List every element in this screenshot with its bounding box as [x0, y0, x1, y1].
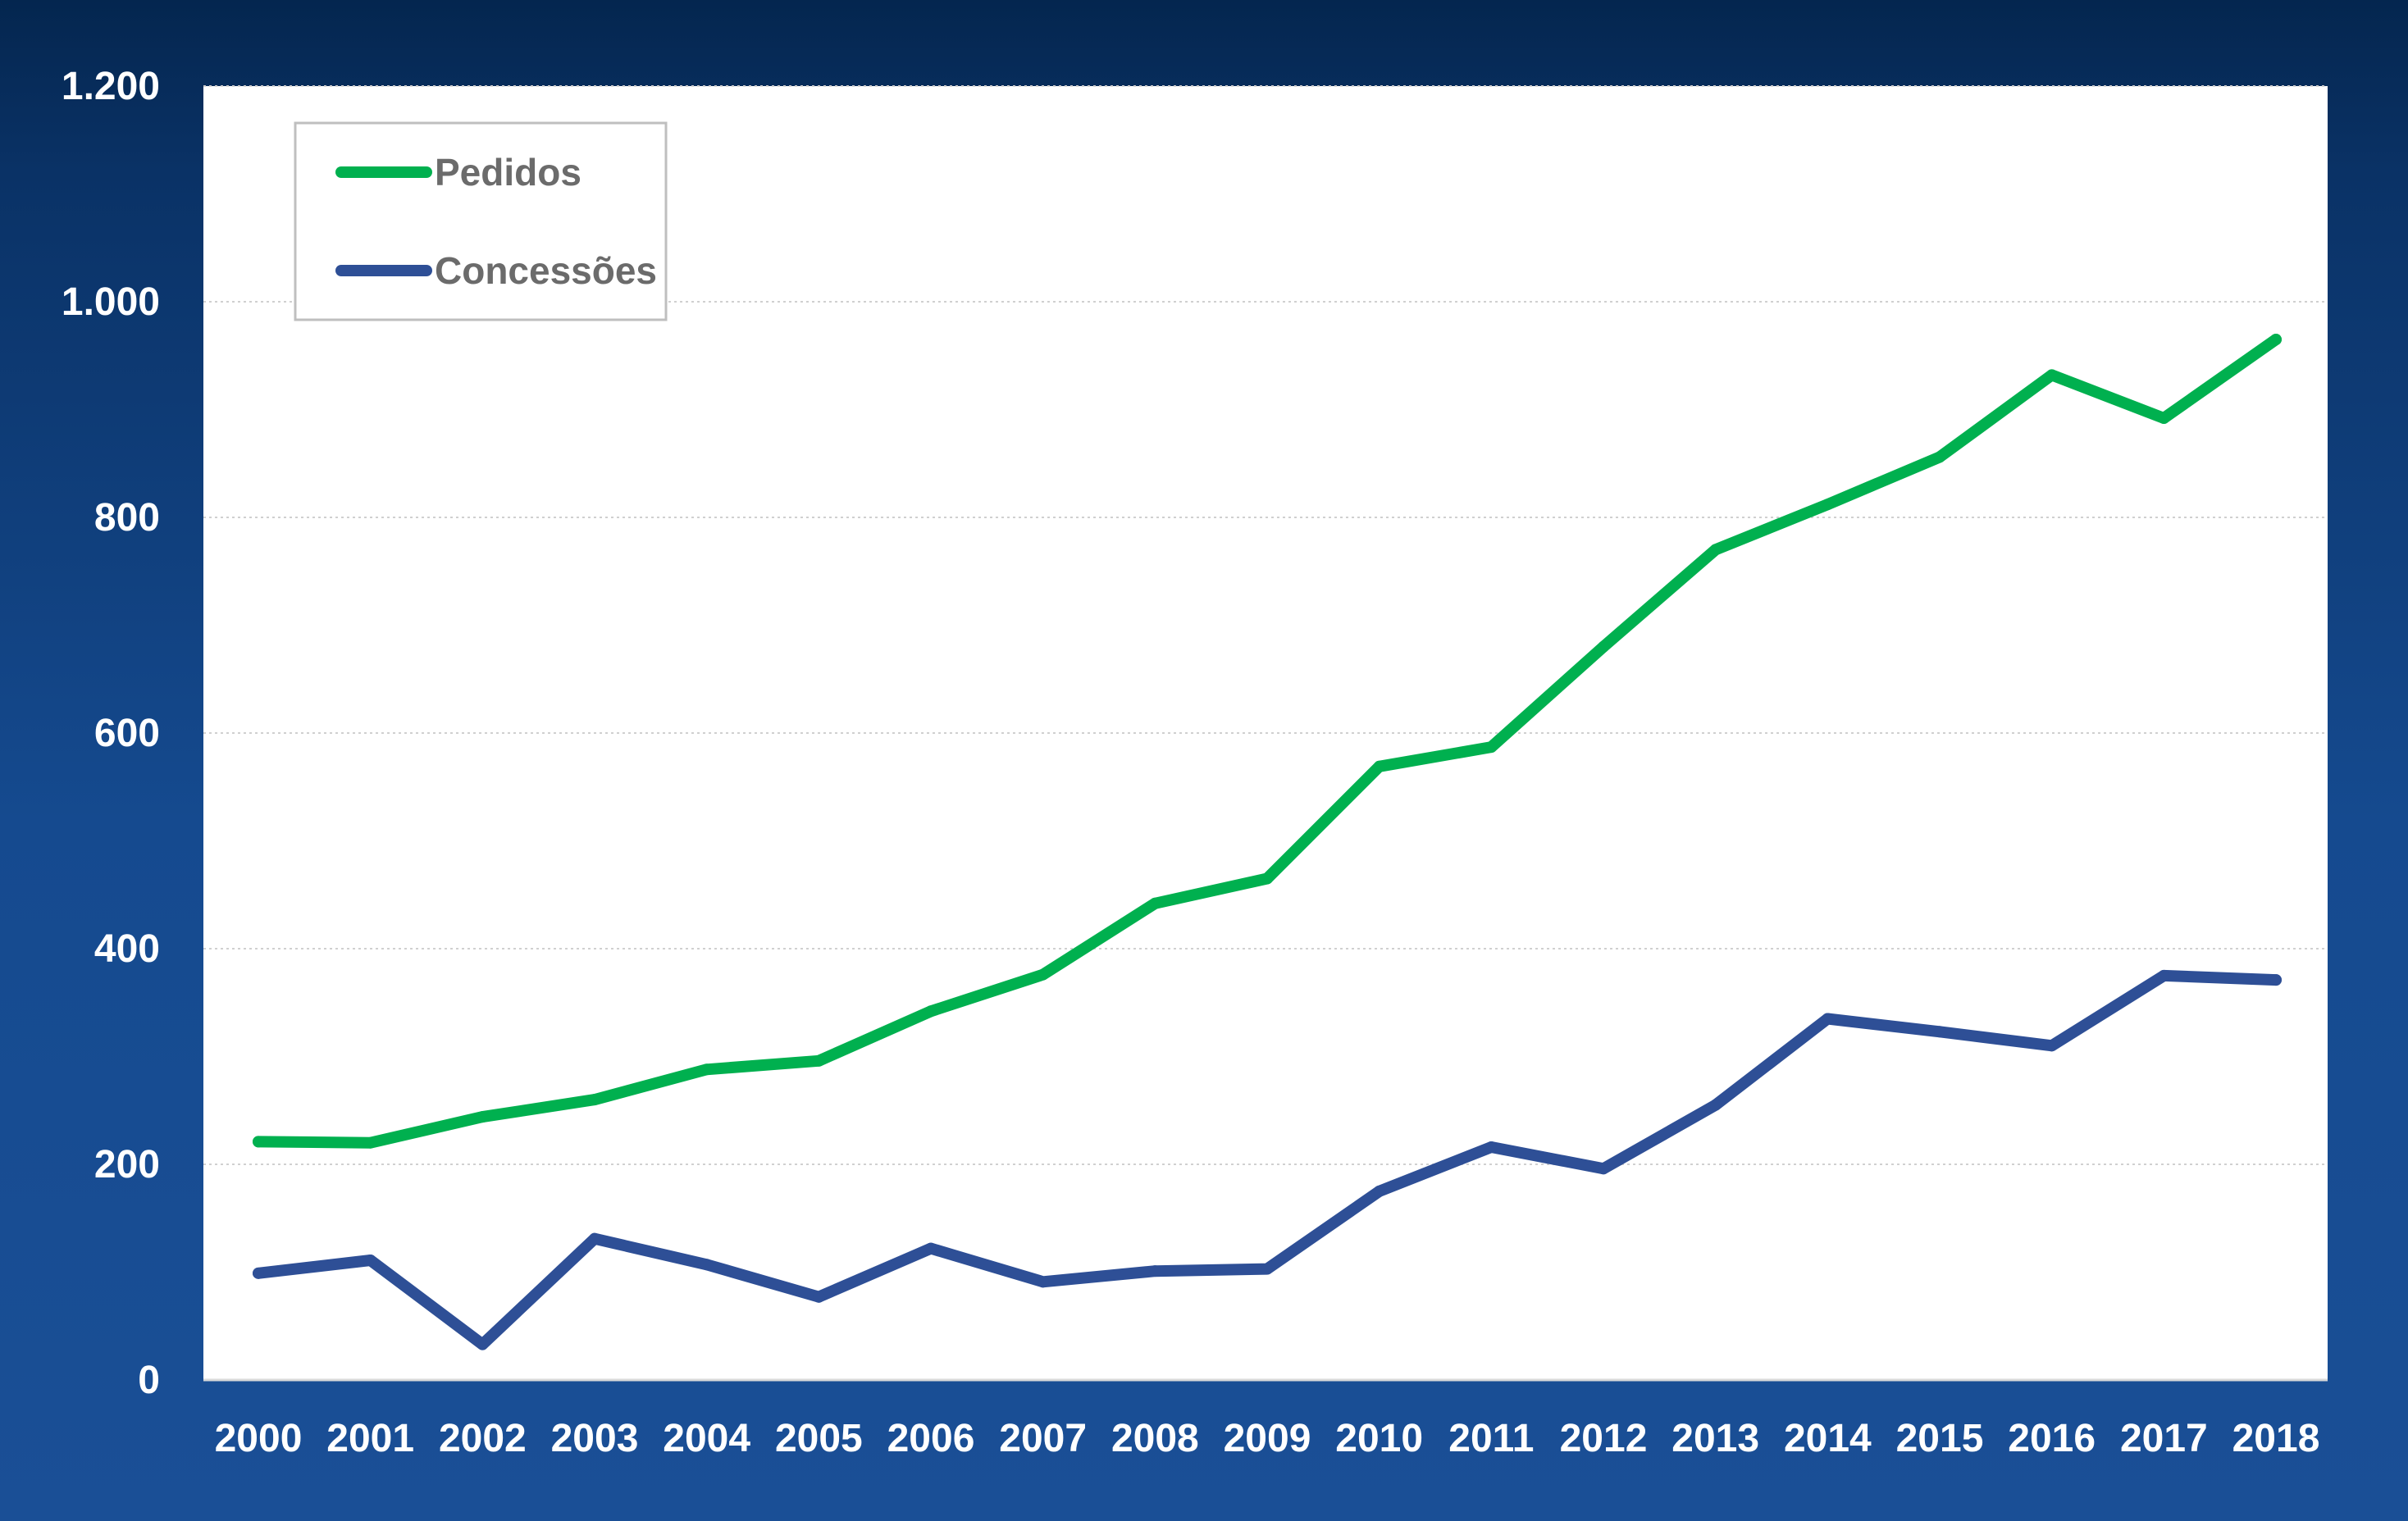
- x-tick-label: 2016: [2008, 1417, 2096, 1460]
- data-point: [925, 1005, 937, 1018]
- legend-label-pedidos: Pedidos: [435, 151, 581, 194]
- data-point: [477, 1338, 489, 1350]
- data-point: [1822, 1013, 1834, 1025]
- x-tick-label: 2003: [551, 1417, 639, 1460]
- data-point: [1149, 1265, 1161, 1277]
- data-point: [813, 1054, 825, 1067]
- legend-label-concessoes: Concessões: [435, 249, 657, 292]
- x-tick-label: 2012: [1560, 1417, 1648, 1460]
- y-tick-label: 400: [94, 927, 160, 971]
- data-point: [1485, 741, 1498, 754]
- data-point: [925, 1242, 937, 1255]
- x-tick-label: 2005: [775, 1417, 863, 1460]
- data-point: [253, 1136, 264, 1148]
- data-point: [813, 1291, 825, 1303]
- y-tick-label: 0: [138, 1359, 160, 1402]
- x-tick-label: 2008: [1111, 1417, 1199, 1460]
- data-point: [2045, 369, 2058, 381]
- data-point: [2158, 969, 2170, 981]
- x-tick-label: 2001: [326, 1417, 414, 1460]
- data-point: [589, 1094, 600, 1106]
- data-point: [1373, 1185, 1385, 1197]
- x-tick-label: 2015: [1896, 1417, 1984, 1460]
- data-point: [2270, 334, 2282, 346]
- data-point: [2158, 412, 2170, 425]
- x-tick-label: 2006: [887, 1417, 975, 1460]
- legend: Pedidos Concessões: [294, 121, 668, 321]
- data-point: [589, 1232, 600, 1245]
- data-point: [1709, 1099, 1722, 1111]
- x-tick-label: 2000: [215, 1417, 303, 1460]
- gridlines: [203, 85, 2328, 1165]
- data-point: [364, 1255, 376, 1267]
- x-axis: 2000 2001 2002 2003 2004 2005 2006 2007 2008 2009…: [215, 1417, 2320, 1460]
- data-point: [700, 1063, 713, 1076]
- series-layer: [253, 334, 2282, 1350]
- data-point: [1598, 640, 1609, 653]
- data-point: [1037, 1276, 1049, 1288]
- x-tick-label: 2017: [2120, 1417, 2208, 1460]
- data-point: [1934, 451, 1945, 463]
- x-tick-label: 2007: [999, 1417, 1087, 1460]
- legend-box: [294, 121, 668, 321]
- x-tick-label: 2011: [1448, 1417, 1534, 1460]
- y-tick-label: 600: [94, 712, 160, 755]
- x-tick-label: 2010: [1335, 1417, 1423, 1460]
- y-tick-label: 1.000: [62, 280, 160, 324]
- x-tick-label: 2018: [2232, 1417, 2320, 1460]
- data-point: [700, 1259, 713, 1271]
- y-tick-label: 800: [94, 496, 160, 540]
- data-point: [2045, 1040, 2058, 1052]
- y-tick-label: 200: [94, 1143, 160, 1186]
- data-point: [1934, 1026, 1945, 1038]
- x-tick-label: 2004: [663, 1417, 750, 1460]
- data-point: [1261, 1263, 1273, 1275]
- data-point: [1485, 1141, 1498, 1153]
- x-tick-label: 2009: [1224, 1417, 1311, 1460]
- data-point: [2270, 974, 2282, 986]
- data-point: [253, 1267, 264, 1279]
- data-point: [364, 1136, 376, 1149]
- x-tick-label: 2013: [1671, 1417, 1759, 1460]
- data-point: [477, 1111, 489, 1123]
- data-point: [1373, 760, 1385, 772]
- data-point: [1822, 499, 1834, 511]
- data-point: [1709, 544, 1722, 556]
- data-point: [1598, 1163, 1609, 1175]
- data-point: [1261, 872, 1273, 885]
- x-tick-label: 2014: [1784, 1417, 1872, 1460]
- x-tick-label: 2002: [439, 1417, 527, 1460]
- data-point: [1037, 968, 1049, 981]
- y-axis: 0 200 400 600 800 1.000 1.200: [62, 65, 160, 1402]
- data-point: [1149, 897, 1161, 909]
- y-tick-label: 1.200: [62, 65, 160, 108]
